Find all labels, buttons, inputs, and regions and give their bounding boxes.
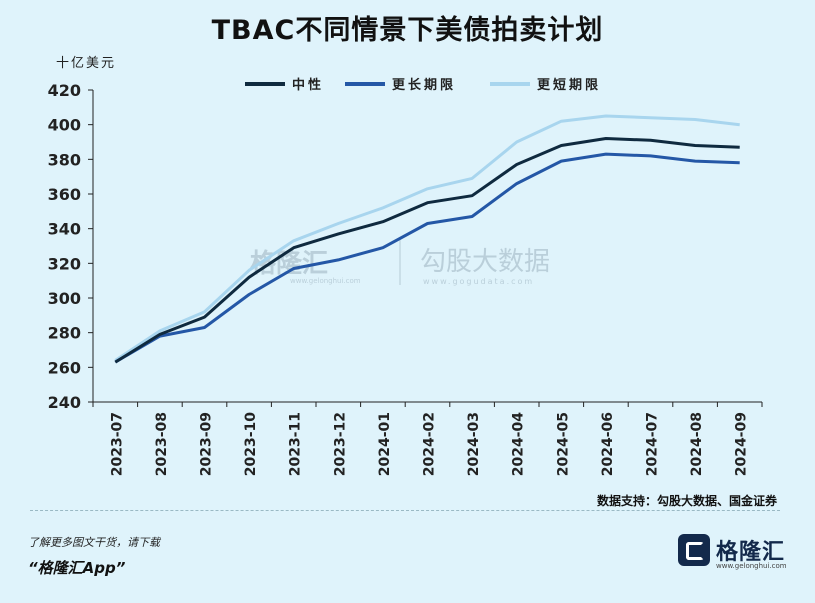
x-tick-label: 2023-07 [109,412,125,476]
y-tick-label: 320 [48,254,81,273]
footer-promo-text: 了解更多图文干货，请下载 [28,536,160,549]
x-tick-label: 2024-07 [645,412,661,476]
x-tick-label: 2024-08 [689,412,705,476]
y-tick-label: 400 [48,116,81,135]
x-tick-label: 2024-04 [511,412,527,477]
x-tick-label: 2024-03 [466,412,482,476]
data-source-note: 数据支持：勾股大数据、国金证券 [596,494,777,508]
logo-text: 格隆汇 [716,540,786,565]
watermark-brand-2: 勾股大数据 [420,247,550,277]
y-tick-label: 360 [48,185,81,204]
x-tick-label: 2023-09 [199,412,215,476]
y-axis-unit-label: 十亿美元 [56,56,117,71]
x-tick-label: 2023-10 [243,412,259,477]
y-tick-label: 240 [48,393,81,412]
y-tick-label: 380 [48,150,81,169]
logo-url: www.gelonghui.com [716,562,787,570]
legend-label: 更长期限 [392,77,456,93]
series-line [114,114,740,362]
footer-divider [30,510,780,511]
x-tick-label: 2024-06 [600,412,616,476]
x-tick-label: 2023-12 [332,412,348,476]
footer-app-name: “格隆汇App” [28,559,126,577]
watermark-brand-2-url: www.gogudata.com [423,277,534,286]
y-tick-label: 340 [48,220,81,239]
chart-title: TBAC不同情景下美债拍卖计划 [211,15,604,46]
x-tick-label: 2023-11 [288,412,304,476]
series-line [114,137,740,364]
y-tick-label: 300 [48,289,81,308]
legend-label: 中性 [292,77,324,93]
line-chart: 格隆汇www.gelonghui.com勾股大数据www.gogudata.co… [48,77,763,477]
y-tick-label: 260 [48,358,81,377]
legend-label: 更短期限 [537,77,601,93]
x-tick-label: 2023-08 [154,412,170,476]
x-tick-label: 2024-09 [734,412,750,476]
series-line [114,152,740,364]
brand-logo: 格隆汇 www.gelonghui.com [678,534,788,574]
y-tick-label: 420 [48,81,81,100]
logo-mark-icon [678,534,710,566]
x-tick-label: 2024-05 [555,412,571,476]
watermark-brand-url: www.gelonghui.com [290,277,361,285]
x-tick-label: 2024-02 [422,412,438,476]
y-tick-label: 280 [48,324,81,343]
x-tick-label: 2024-01 [377,412,393,476]
